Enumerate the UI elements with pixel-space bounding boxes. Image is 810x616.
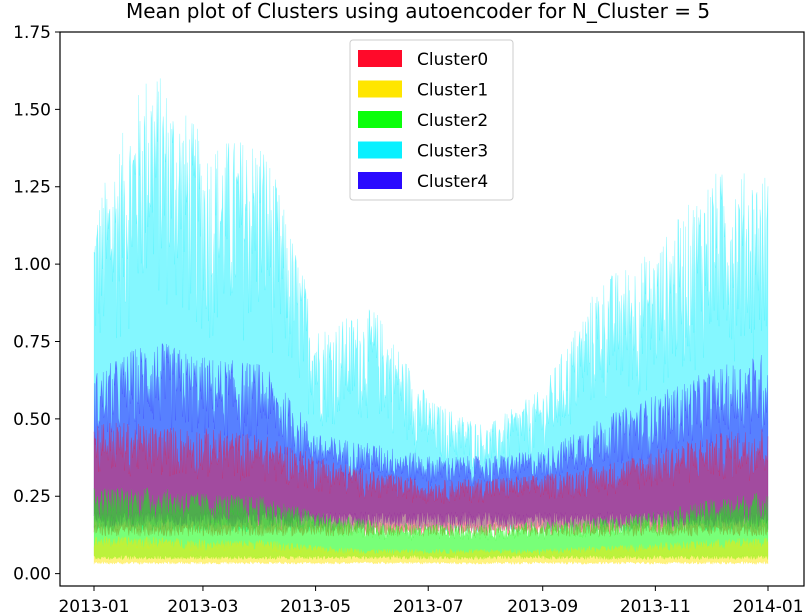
- y-axis: 0.00 0.25 0.50 0.75 1.00 1.25 1.50 1.75: [13, 23, 60, 585]
- y-tick-label: 0.75: [13, 332, 51, 352]
- legend-swatch-cluster2: [358, 111, 402, 128]
- y-tick-label: 1.25: [13, 178, 51, 198]
- series-cluster1: [93, 536, 769, 566]
- y-tick-label: 0.50: [13, 410, 51, 430]
- y-tick-label: 0.00: [13, 565, 51, 585]
- x-tick-label: 2013-01: [58, 597, 129, 616]
- x-tick-label: 2013-11: [620, 597, 691, 616]
- legend-frame: [349, 39, 514, 201]
- legend-swatch-cluster4: [358, 172, 402, 189]
- x-tick-label: 2013-09: [507, 597, 578, 616]
- x-tick-label: 2013-07: [393, 597, 464, 616]
- legend-label-cluster4: Cluster4: [417, 172, 488, 192]
- plot-area: [93, 78, 769, 566]
- y-tick-label: 1.00: [13, 255, 51, 275]
- x-tick-label: 2013-05: [280, 597, 351, 616]
- y-tick-label: 0.25: [13, 487, 51, 507]
- chart-title: Mean plot of Clusters using autoencoder …: [126, 0, 710, 23]
- x-tick-label: 2013-03: [167, 597, 238, 616]
- legend-label-cluster1: Cluster1: [417, 81, 488, 101]
- legend-swatch-cluster1: [358, 80, 402, 98]
- legend-swatch-cluster0: [358, 50, 402, 67]
- series-layer: [93, 78, 769, 566]
- x-tick-label: 2014-01: [732, 597, 803, 616]
- legend-label-cluster3: Cluster3: [417, 142, 488, 162]
- plot-frame: [59, 31, 805, 587]
- legend-swatch-cluster3: [358, 141, 402, 159]
- legend-label-cluster2: Cluster2: [417, 111, 488, 131]
- legend-label-cluster0: Cluster0: [417, 50, 488, 70]
- y-tick-label: 1.75: [13, 23, 51, 43]
- legend: Cluster0 Cluster1 Cluster2 Cluster3 Cluster4: [349, 39, 514, 201]
- x-axis: 2013-01 2013-03 2013-05 2013-07 2013-09 2013-…: [58, 586, 804, 616]
- y-tick-label: 1.50: [13, 100, 51, 120]
